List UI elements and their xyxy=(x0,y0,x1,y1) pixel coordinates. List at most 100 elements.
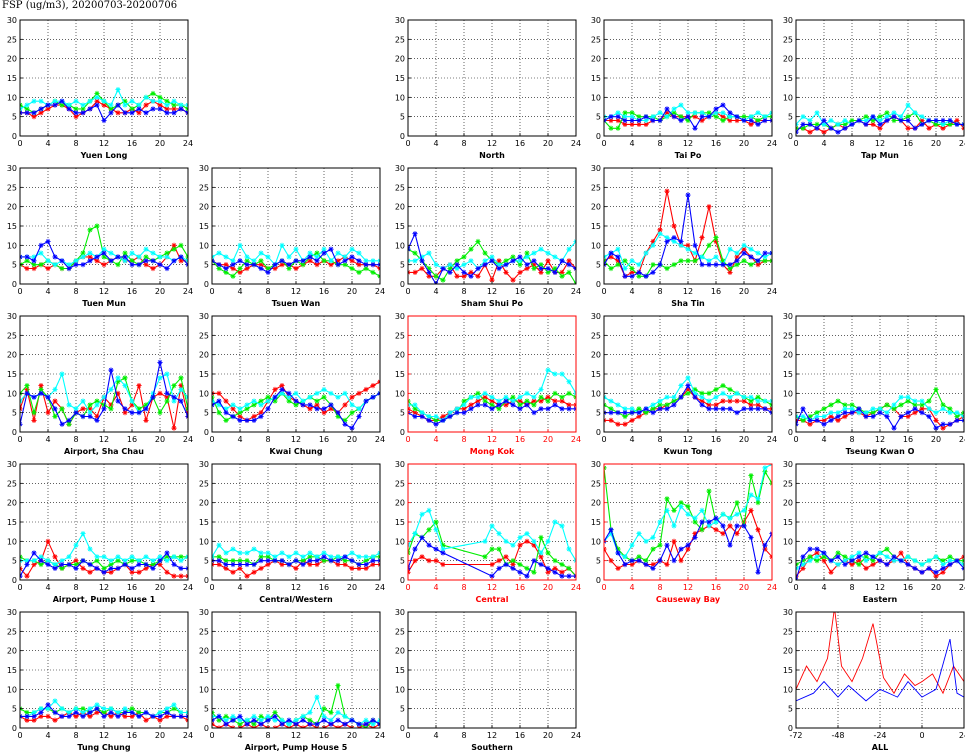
y-tick-label: 15 xyxy=(199,222,209,231)
data-point xyxy=(926,117,932,124)
data-point xyxy=(223,721,229,727)
panel-tseung-kwan-o: 05101520253004812162024Tseung Kwan O xyxy=(783,312,965,456)
data-point xyxy=(363,717,369,723)
data-point xyxy=(919,114,925,120)
data-point xyxy=(650,262,656,268)
data-point xyxy=(426,250,432,256)
data-point xyxy=(933,386,939,393)
x-tick-label: 20 xyxy=(931,435,941,444)
data-point xyxy=(835,550,841,556)
x-tick-label: 4 xyxy=(821,583,826,592)
data-point xyxy=(643,114,649,120)
data-point xyxy=(545,394,551,400)
data-point xyxy=(342,554,348,560)
data-point xyxy=(66,262,72,268)
data-point xyxy=(349,402,355,408)
x-tick-label: 4 xyxy=(45,139,50,148)
data-point xyxy=(150,258,156,264)
data-point xyxy=(489,258,495,264)
y-tick-label: 15 xyxy=(395,74,405,83)
data-point xyxy=(636,531,642,537)
data-point xyxy=(849,410,855,416)
data-point xyxy=(115,254,121,260)
data-point xyxy=(842,561,848,568)
data-point xyxy=(877,558,883,564)
data-point xyxy=(912,558,918,564)
data-point xyxy=(31,98,37,104)
data-point xyxy=(279,717,285,723)
x-tick-label: 0 xyxy=(601,435,606,444)
data-point xyxy=(496,258,502,264)
data-point xyxy=(468,402,474,408)
data-point xyxy=(321,554,327,560)
data-point xyxy=(678,546,684,552)
y-tick-label: 5 xyxy=(400,409,405,418)
data-point xyxy=(954,413,960,420)
data-point xyxy=(24,386,30,393)
data-point xyxy=(45,702,51,708)
x-tick-label: 8 xyxy=(461,287,466,296)
data-point xyxy=(877,117,883,124)
y-tick-label: 25 xyxy=(591,35,601,44)
data-point xyxy=(150,713,156,719)
data-point xyxy=(230,258,236,264)
data-point xyxy=(115,565,121,571)
data-point xyxy=(73,258,79,264)
data-point xyxy=(171,706,177,712)
data-point xyxy=(356,250,362,256)
data-point xyxy=(884,117,890,124)
x-tick-label: 8 xyxy=(849,139,854,148)
data-point xyxy=(73,713,79,719)
data-point xyxy=(412,406,418,412)
data-point xyxy=(636,114,642,120)
data-point xyxy=(265,254,271,260)
data-point xyxy=(293,265,299,272)
data-point xyxy=(482,394,488,400)
data-point xyxy=(475,273,481,279)
data-point xyxy=(122,98,128,104)
data-point xyxy=(52,262,58,268)
data-point xyxy=(538,554,544,560)
data-point xyxy=(835,413,841,420)
x-tick-label: 0 xyxy=(209,287,214,296)
data-point xyxy=(370,269,376,275)
data-point xyxy=(447,413,453,420)
x-tick-label: 4 xyxy=(433,583,438,592)
data-point xyxy=(608,265,614,272)
x-tick-label: 0 xyxy=(17,287,22,296)
data-point xyxy=(706,114,712,120)
data-point xyxy=(531,250,537,256)
data-point xyxy=(835,129,841,135)
data-point xyxy=(59,561,65,568)
data-point xyxy=(517,406,523,412)
data-point xyxy=(45,258,51,264)
data-point xyxy=(108,558,114,564)
x-tick-label: 24 xyxy=(375,287,385,296)
data-point xyxy=(727,114,733,120)
data-point xyxy=(52,254,58,260)
data-point xyxy=(66,421,72,427)
data-point xyxy=(230,273,236,279)
data-point xyxy=(265,561,271,568)
data-point xyxy=(223,717,229,723)
data-point xyxy=(52,565,58,571)
data-point xyxy=(664,188,670,194)
y-tick-label: 30 xyxy=(591,460,601,469)
data-point xyxy=(178,254,184,260)
data-point xyxy=(657,262,663,268)
data-point xyxy=(363,386,369,393)
data-point xyxy=(136,106,142,112)
x-tick-label: 24 xyxy=(375,435,385,444)
page-title: FSP (ug/m3), 20200703-20200706 xyxy=(2,0,178,11)
data-point xyxy=(157,375,163,381)
data-point xyxy=(919,561,925,568)
data-point xyxy=(877,406,883,412)
data-point xyxy=(566,546,572,552)
data-point xyxy=(164,254,170,260)
data-point xyxy=(559,269,565,275)
data-point xyxy=(52,717,58,723)
data-point xyxy=(807,413,813,420)
data-point xyxy=(629,114,635,120)
